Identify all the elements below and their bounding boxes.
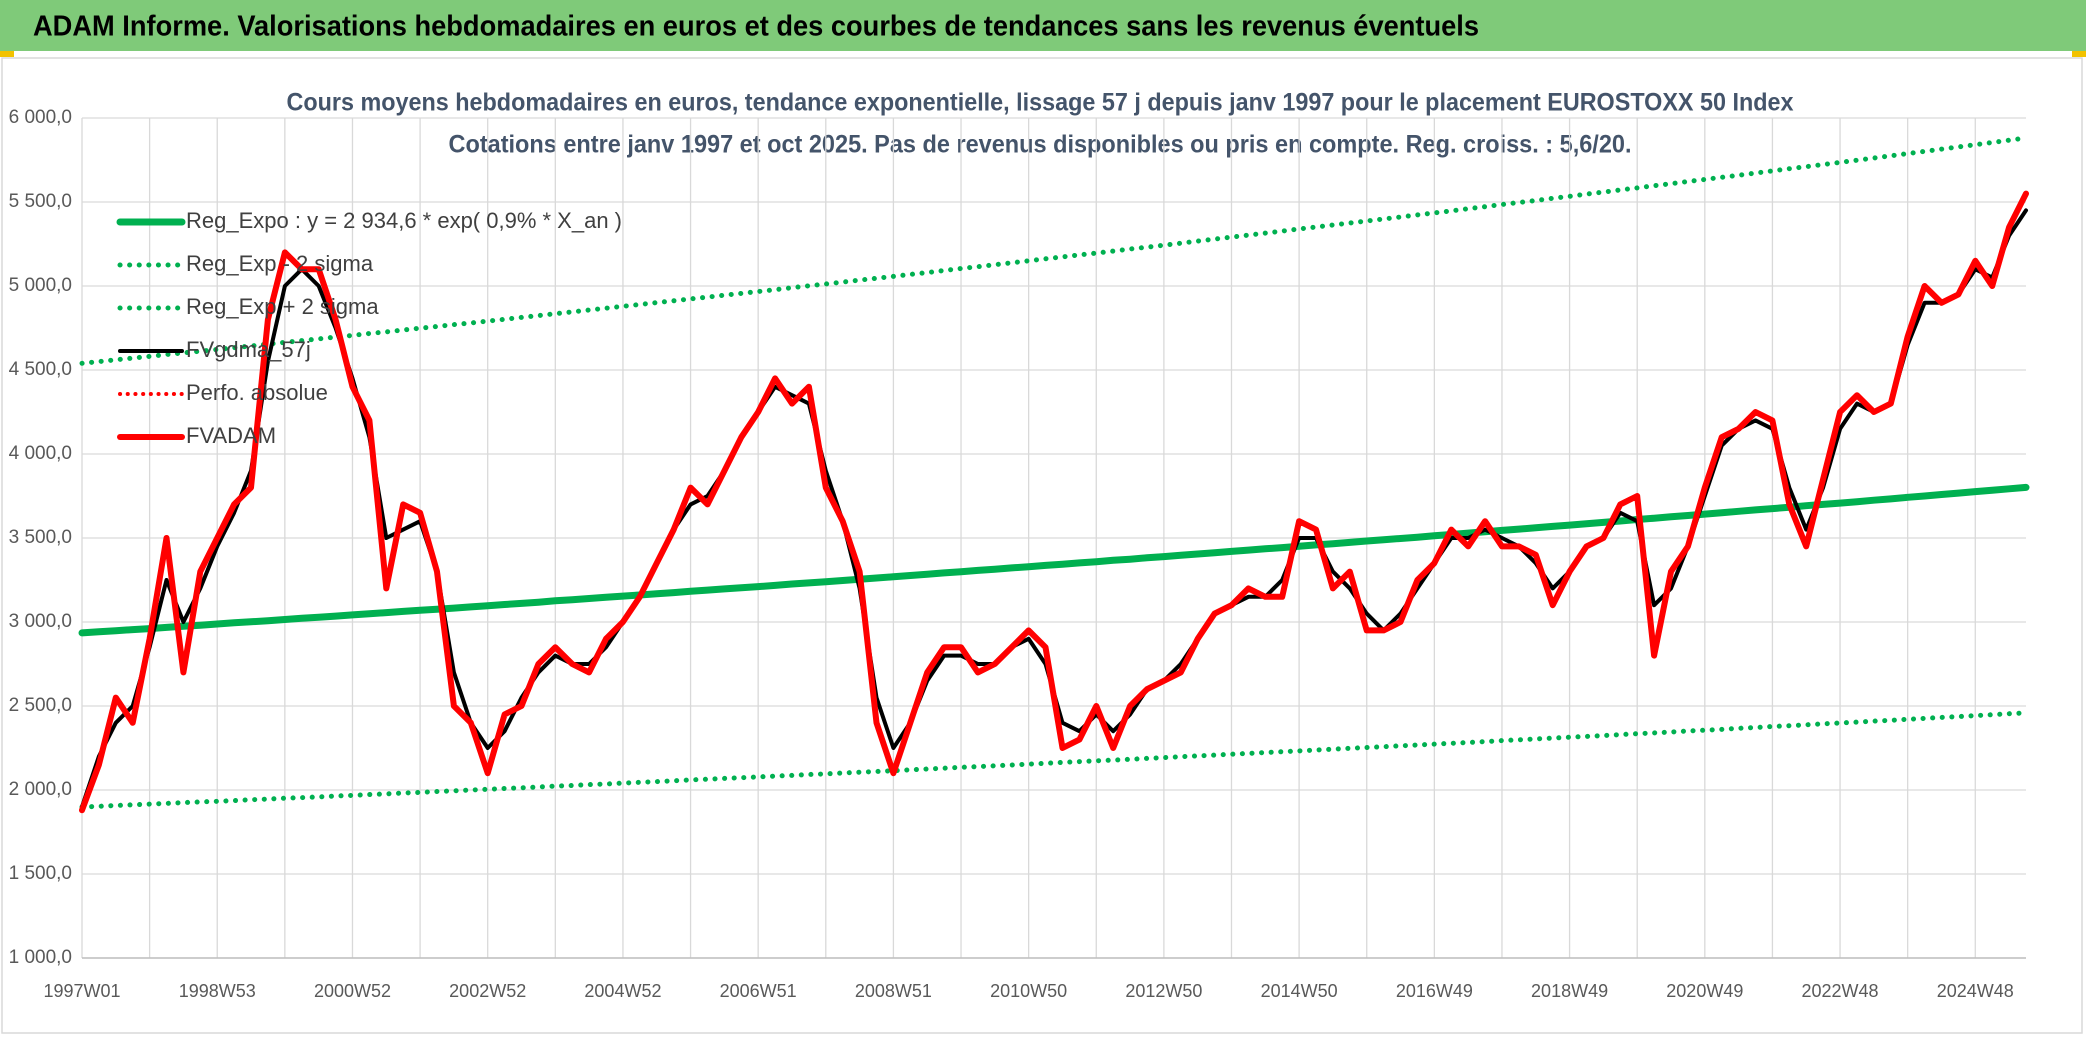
legend-label: Reg_Expo : y = 2 934,6 * exp( 0,9% * X_a…	[186, 208, 622, 233]
x-tick-label: 1998W53	[179, 981, 256, 1001]
series-line	[79, 190, 2029, 814]
series-line	[79, 710, 2029, 810]
legend-label: FVgdma_57j	[186, 337, 311, 362]
legend-label: Reg_Exp - 2 sigma	[186, 251, 374, 276]
y-tick-label: 1 500,0	[9, 863, 72, 884]
y-tick-label: 3 500,0	[9, 527, 72, 548]
x-tick-label: 2010W50	[990, 981, 1067, 1001]
y-tick-label: 4 000,0	[9, 443, 72, 464]
x-tick-label: 2022W48	[1802, 981, 1879, 1001]
x-tick-label: 2020W49	[1666, 981, 1743, 1001]
legend-label: FVADAM	[186, 423, 276, 448]
y-tick-label: 5 000,0	[9, 275, 72, 296]
y-tick-label: 4 500,0	[9, 359, 72, 380]
chart-frame	[1, 57, 2083, 1034]
legend-label: Reg_Exp + 2 sigma	[186, 294, 379, 319]
x-tick-label: 2014W50	[1261, 981, 1338, 1001]
series-line	[79, 135, 2029, 366]
y-tick-label: 3 000,0	[9, 611, 72, 632]
header-title: ADAM Informe. Valorisations hebdomadaire…	[33, 11, 1479, 43]
x-tick-label: 2004W52	[584, 981, 661, 1001]
header-bar	[0, 0, 2086, 51]
chart-title: Cours moyens hebdomadaires en euros, ten…	[287, 89, 1794, 117]
y-tick-label: 2 000,0	[9, 779, 72, 800]
x-tick-label: 2008W51	[855, 981, 932, 1001]
corner-mark	[0, 51, 14, 57]
x-tick-label: 1997W01	[43, 981, 120, 1001]
y-tick-label: 6 000,0	[9, 107, 72, 128]
legend-label: Perfo. absolue	[186, 380, 328, 405]
x-tick-label: 2018W49	[1531, 981, 1608, 1001]
x-tick-label: 2016W49	[1396, 981, 1473, 1001]
y-tick-label: 1 000,0	[9, 947, 72, 968]
corner-mark	[2072, 51, 2086, 57]
legend: Reg_Expo : y = 2 934,6 * exp( 0,9% * X_a…	[116, 208, 622, 448]
x-tick-label: 2006W51	[720, 981, 797, 1001]
plot	[78, 135, 2030, 814]
y-tick-label: 2 500,0	[9, 695, 72, 716]
x-tick-label: 2002W52	[449, 981, 526, 1001]
y-tick-label: 5 500,0	[9, 191, 72, 212]
chart-subtitle: Cotations entre janv 1997 et oct 2025. P…	[449, 131, 1632, 159]
x-tick-label: 2000W52	[314, 981, 391, 1001]
x-tick-label: 2024W48	[1937, 981, 2014, 1001]
series-line	[78, 483, 2030, 637]
x-tick-label: 2012W50	[1125, 981, 1202, 1001]
